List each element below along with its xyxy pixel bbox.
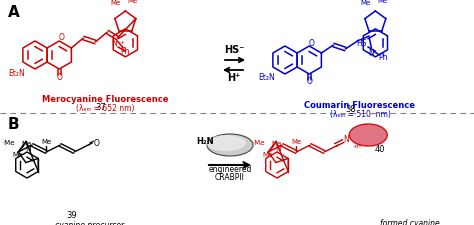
Text: Coumarin Fluorescence: Coumarin Fluorescence: [304, 101, 416, 110]
Text: ·Me: ·Me: [252, 140, 264, 146]
Text: Me: Me: [21, 141, 31, 147]
Text: Et₂N: Et₂N: [258, 74, 275, 83]
Text: Me: Me: [291, 139, 301, 145]
Text: N: N: [368, 49, 374, 58]
Text: ·Me: ·Me: [2, 140, 14, 146]
Text: Merocyanine Fluorescence: Merocyanine Fluorescence: [42, 95, 168, 104]
Ellipse shape: [207, 134, 253, 156]
Ellipse shape: [349, 124, 387, 146]
Text: 40: 40: [375, 146, 385, 155]
Text: 38: 38: [345, 106, 356, 115]
Text: H⁺: H⁺: [228, 73, 241, 83]
Text: Me: Me: [360, 0, 371, 6]
Text: H₂N: H₂N: [196, 137, 214, 146]
Text: O: O: [58, 34, 64, 43]
Text: A: A: [8, 5, 20, 20]
Text: (λₑₘ = 510  nm): (λₑₘ = 510 nm): [329, 110, 391, 119]
Text: Me: Me: [263, 153, 273, 158]
Text: O: O: [93, 139, 99, 148]
Text: O: O: [306, 77, 312, 86]
Text: Ph: Ph: [379, 54, 388, 63]
Text: Me: Me: [110, 0, 120, 6]
Ellipse shape: [206, 135, 246, 151]
Text: O: O: [308, 38, 314, 47]
Text: formed cyanine: formed cyanine: [380, 218, 440, 225]
Text: Me: Me: [377, 0, 388, 4]
Text: B: B: [8, 117, 19, 132]
Text: HS: HS: [356, 40, 366, 49]
Text: +H: +H: [352, 144, 361, 149]
Text: N: N: [25, 144, 31, 153]
Text: Et₂N: Et₂N: [8, 68, 25, 77]
Text: Ph: Ph: [120, 47, 130, 56]
Text: N: N: [343, 135, 349, 144]
Text: Me: Me: [13, 153, 23, 158]
Text: O: O: [56, 72, 62, 81]
Text: (λₑₘ = 652 nm): (λₑₘ = 652 nm): [76, 104, 134, 113]
Text: cyanine precursor: cyanine precursor: [55, 220, 125, 225]
Text: HS⁻: HS⁻: [224, 45, 244, 55]
Text: Me: Me: [128, 0, 137, 4]
Text: engineered: engineered: [208, 166, 252, 175]
Text: N: N: [275, 144, 281, 153]
Text: +: +: [119, 40, 124, 45]
Text: 39: 39: [66, 211, 77, 220]
Text: CRABPII: CRABPII: [215, 173, 245, 182]
Text: Me: Me: [271, 141, 282, 147]
Text: 37: 37: [95, 103, 106, 112]
Text: N: N: [111, 38, 117, 47]
Text: Me: Me: [41, 139, 51, 145]
